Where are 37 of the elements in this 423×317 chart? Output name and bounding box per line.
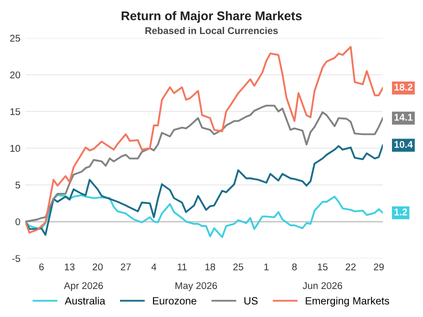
y-tick-label: 10 (10, 144, 20, 152)
x-tick-label: 15 (318, 264, 328, 270)
annotation: 18.2 (394, 84, 412, 91)
x-tick-label: 20 (92, 263, 103, 270)
x-tick-label: 1 (264, 264, 269, 270)
y-tick-label: 5 (16, 182, 20, 189)
x-tick-label: 6 (39, 263, 44, 270)
line-series (25, 104, 383, 223)
line-series (25, 144, 383, 236)
legend-label: Australia (64, 296, 106, 305)
annotation: 14.1 (394, 114, 413, 121)
x-tick-label: 13 (64, 263, 75, 270)
legend-label: Emerging Markets (306, 296, 390, 307)
x-tick-label: 11 (178, 264, 187, 270)
x-tick-label: 22 (346, 263, 356, 270)
line-series (25, 194, 383, 238)
annotation: 10.4 (394, 140, 413, 148)
text: May 2026 (176, 282, 217, 292)
legend-label: Eurozone (153, 297, 196, 305)
x-tick-label: 29 (374, 263, 384, 270)
text: Jun 2026 (302, 282, 342, 290)
y-tick-label: 20 (10, 71, 20, 78)
chart-subtitle: Rebased in Local Currencies (145, 26, 278, 34)
x-tick-label: 25 (233, 263, 244, 270)
y-tick-label: 25 (10, 34, 20, 42)
x-tick-label: 4 (151, 264, 156, 270)
x-tick-label: 8 (292, 263, 297, 270)
line-series (25, 46, 383, 234)
y-tick-label: 15 (10, 108, 20, 116)
x-tick-label: 27 (120, 263, 131, 270)
legend-label: US (244, 297, 258, 305)
y-tick-label: -5 (12, 255, 20, 262)
text: Apr 2026 (64, 282, 103, 292)
chart-title: Return of Major Share Markets (122, 11, 302, 23)
y-tick-label: 0 (15, 218, 20, 226)
x-tick-label: 18 (205, 263, 216, 270)
annotation: 1.2 (394, 208, 408, 216)
